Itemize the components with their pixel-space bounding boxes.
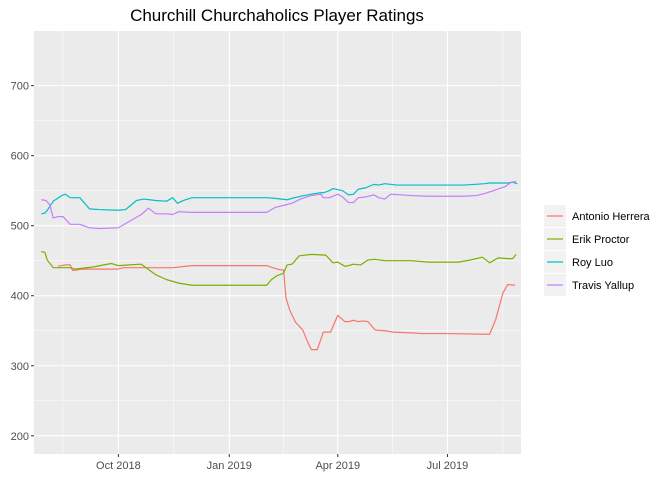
legend-label: Roy Luo [572,257,613,269]
plot-panel [34,31,521,454]
x-tick-label: Jul 2019 [427,460,469,472]
y-tick-label: 700 [11,81,29,93]
legend-label: Erik Proctor [572,234,630,246]
x-axis: Oct 2018 Jan 2019 Apr 2019 Jul 2019 [96,454,468,472]
minor-gridlines [34,31,521,454]
x-tick-label: Jan 2019 [207,460,252,472]
legend-label: Antonio Herrera [572,211,651,223]
x-tick-label: Oct 2018 [96,460,141,472]
y-tick-label: 500 [11,221,29,233]
y-axis: 200 300 400 500 600 700 [11,81,34,443]
major-gridlines [34,31,521,454]
y-tick-label: 200 [11,431,29,443]
series-line-antonio-herrera [57,264,516,351]
y-tick-label: 600 [11,151,29,163]
series-lines [41,180,518,351]
y-tick-label: 300 [11,361,29,373]
series-line-roy-luo [41,181,518,215]
x-tick-label: Apr 2019 [315,460,360,472]
chart-title: Churchill Churchaholics Player Ratings [130,6,424,25]
legend: Antonio Herrera Erik Proctor Roy Luo Travis… [544,205,651,296]
series-line-travis-yallup [41,180,517,230]
series-line-erik-proctor [41,251,517,286]
y-tick-label: 400 [11,291,29,303]
legend-label: Travis Yallup [572,280,634,292]
